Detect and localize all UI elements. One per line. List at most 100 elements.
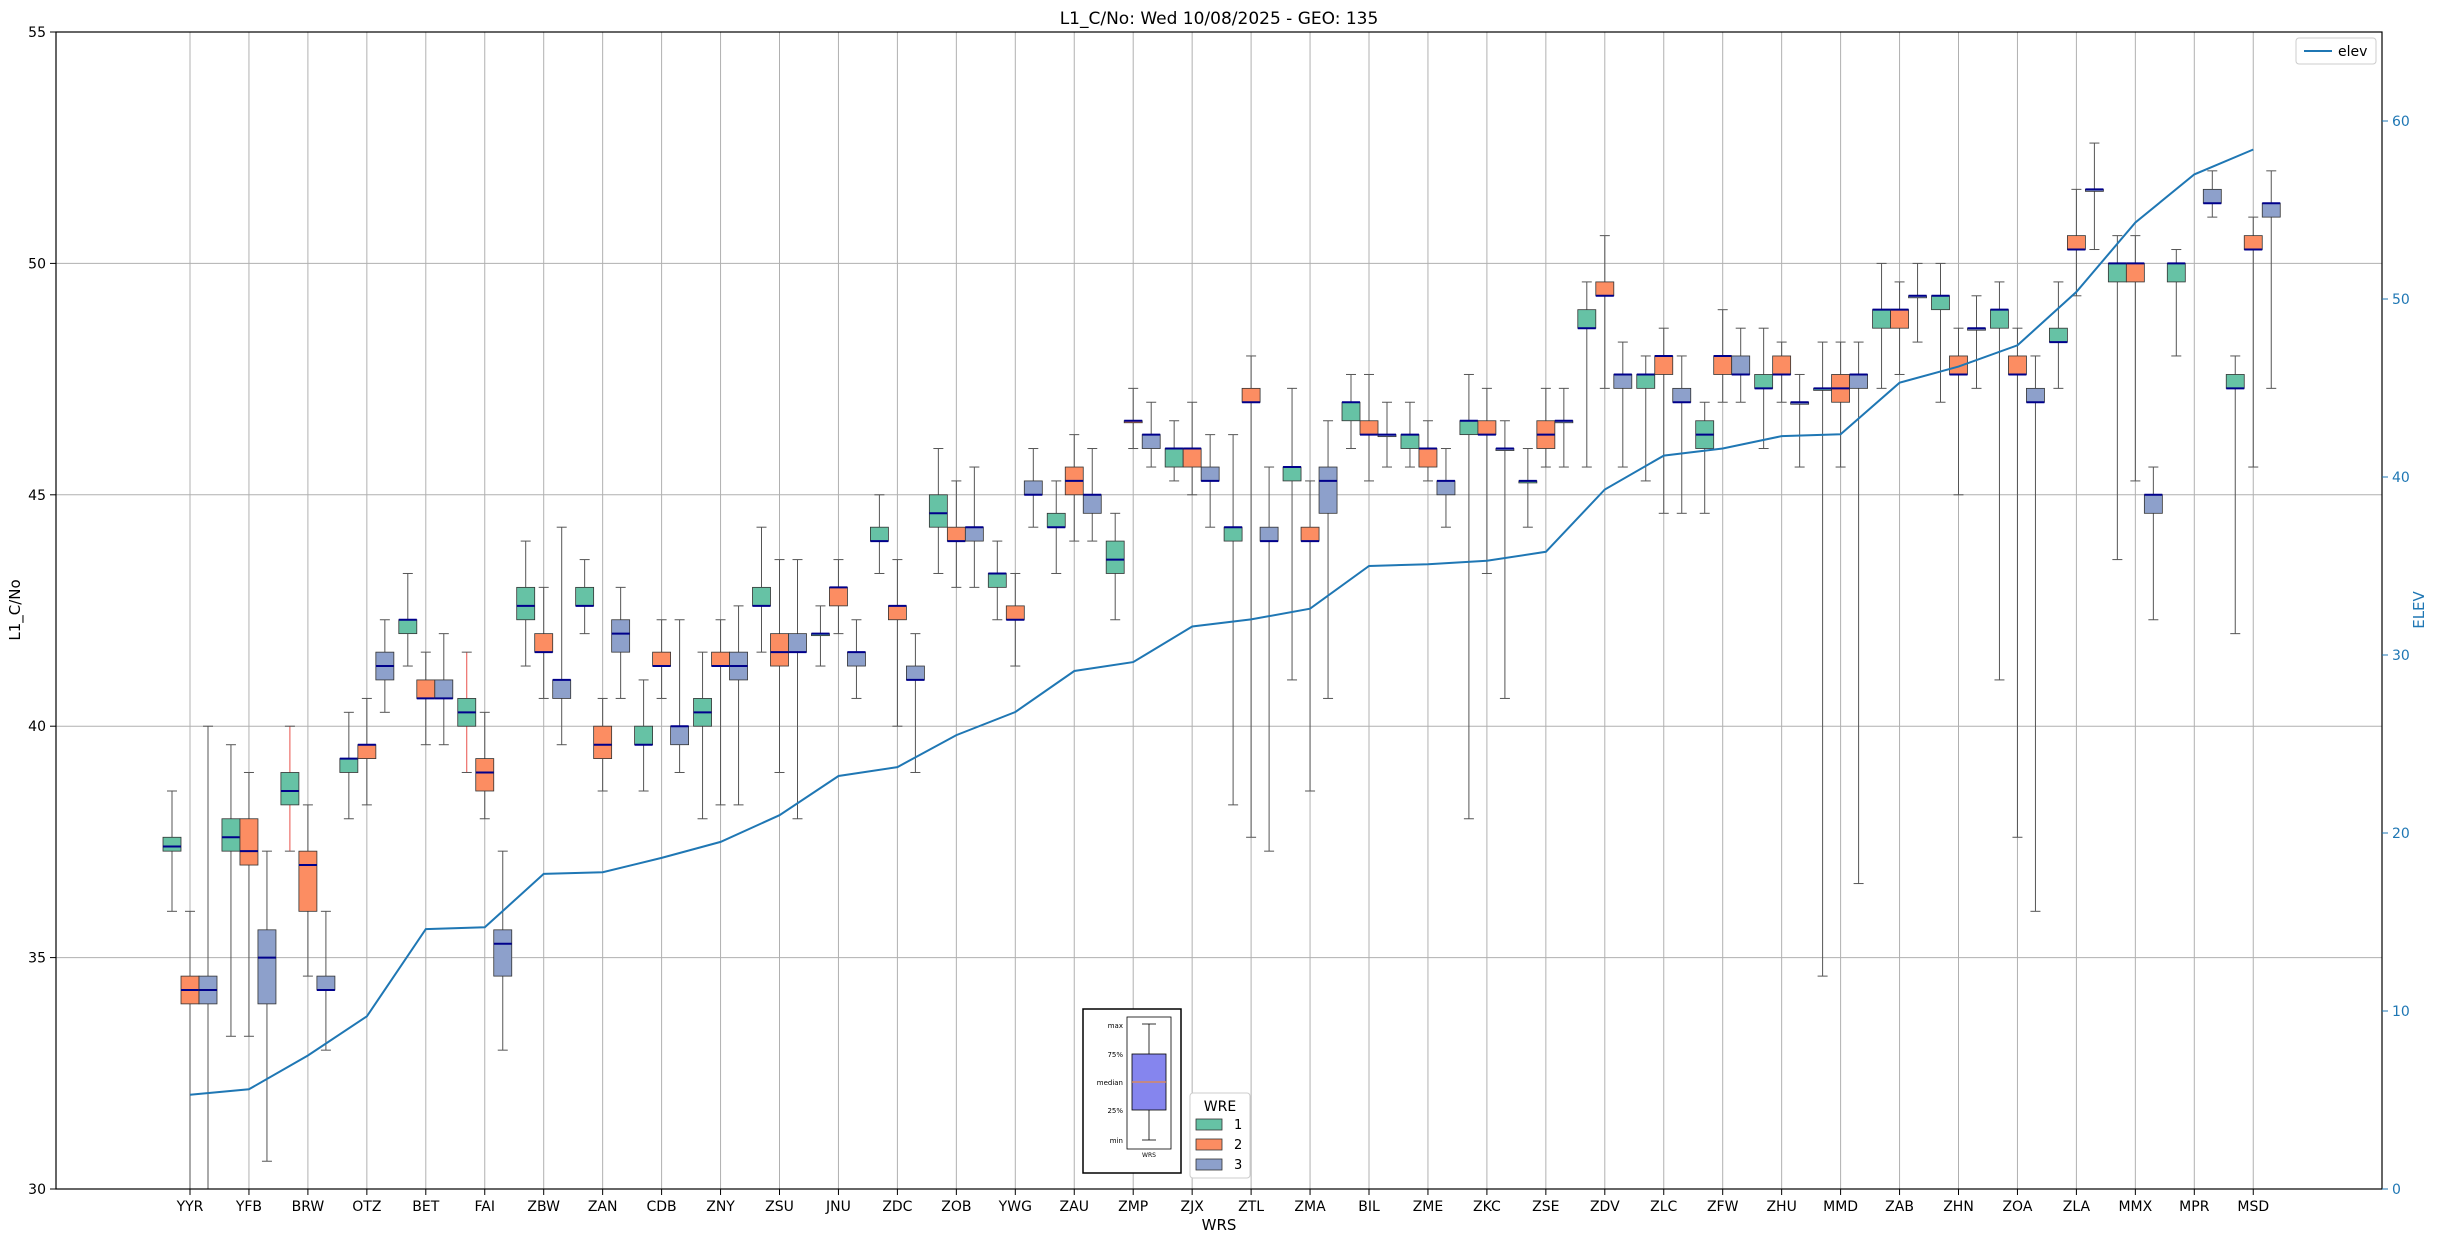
box-zdc-wre1 xyxy=(870,494,889,574)
box-iqr xyxy=(1241,387,1261,403)
elev-legend: elev xyxy=(2295,37,2377,65)
x-tick-label-zsu: ZSU xyxy=(765,1199,794,1215)
box-mmd-wre3 xyxy=(1849,341,1868,885)
box-bet-wre2 xyxy=(416,651,436,746)
box-iqr xyxy=(906,665,925,681)
box-zla-wre1 xyxy=(2048,281,2068,389)
box-zmp-wre2 xyxy=(1123,387,1143,450)
box-mpr-wre3 xyxy=(2202,170,2222,218)
box-zoa-wre3 xyxy=(2026,355,2045,912)
box-zoa-wre1 xyxy=(1990,281,2009,681)
box-zob-wre1 xyxy=(928,448,948,574)
box-mpr-wre1 xyxy=(2166,249,2186,357)
box-iqr xyxy=(1359,420,1379,436)
box-iqr xyxy=(2008,355,2027,375)
x-tick-label-zab: ZAB xyxy=(1885,1199,1914,1215)
box-iqr xyxy=(946,526,966,542)
box-iqr xyxy=(552,679,572,699)
x-tick-label-zlc: ZLC xyxy=(1650,1199,1677,1215)
box-iqr xyxy=(847,651,866,667)
box-bil-wre3 xyxy=(1377,401,1397,468)
elevation-series xyxy=(189,148,2254,1096)
box-iqr xyxy=(257,929,277,1005)
box-iqr xyxy=(1577,309,1597,329)
x-tick-label-otz: OTZ xyxy=(352,1199,381,1215)
y2-tick-label: 10 xyxy=(2392,1004,2410,1020)
box-zhn-wre1 xyxy=(1931,262,1950,403)
x-tick-label-zoa: ZOA xyxy=(2002,1199,2032,1215)
box-iqr xyxy=(1418,448,1438,468)
x-tick-label-fai: FAI xyxy=(475,1199,495,1215)
box-yyr-wre3 xyxy=(198,725,218,1189)
elev-line xyxy=(189,148,2254,1096)
box-zdv-wre3 xyxy=(1613,341,1633,468)
box-zhn-wre3 xyxy=(1967,295,1986,389)
box-otz-wre2 xyxy=(357,697,377,806)
box-iqr xyxy=(298,850,318,912)
box-zlc-wre2 xyxy=(1654,327,1674,514)
box-zmp-wre3 xyxy=(1141,401,1161,468)
x-tick-label-bet: BET xyxy=(412,1199,439,1215)
box-iqr xyxy=(1082,494,1102,514)
box-ztl-wre1 xyxy=(1223,434,1243,806)
box-iqr xyxy=(575,586,595,607)
box-zny-wre3 xyxy=(729,605,748,806)
box-mmd-wre1 xyxy=(1813,341,1832,977)
box-zma-wre2 xyxy=(1300,480,1320,792)
box-mmx-wre2 xyxy=(2125,235,2145,482)
inset-label-median: median xyxy=(1097,1079,1123,1087)
box-iqr xyxy=(1613,374,1633,389)
box-iqr xyxy=(1772,355,1792,375)
box-zme-wre3 xyxy=(1436,448,1456,528)
box-fai-wre2 xyxy=(475,711,495,820)
box-msd-wre1 xyxy=(2225,355,2245,635)
box-jnu-wre2 xyxy=(829,559,848,635)
x-tick-label-mmx: MMX xyxy=(2118,1199,2152,1215)
y2-tick-label: 50 xyxy=(2392,292,2410,308)
x-tick-label-jnu: JNU xyxy=(825,1199,851,1215)
wre-legend-label-1: 1 xyxy=(1234,1118,1242,1133)
box-iqr xyxy=(711,651,730,667)
wre-legend: WRE 1 2 3 xyxy=(1189,1092,1251,1179)
y-tick-label: 30 xyxy=(28,1182,46,1198)
inset-label-max: max xyxy=(1108,1022,1123,1030)
box-bet-wre3 xyxy=(434,633,454,746)
box-iqr xyxy=(1046,512,1066,528)
box-zdv-wre1 xyxy=(1577,281,1597,468)
box-iqr xyxy=(493,929,513,977)
box-iqr xyxy=(1654,355,1674,375)
box-iqr xyxy=(829,586,848,607)
x-tick-label-cdb: CDB xyxy=(647,1199,677,1215)
x-tick-label-zjx: ZJX xyxy=(1180,1199,1204,1215)
x-tick-label-zse: ZSE xyxy=(1532,1199,1559,1215)
box-cdb-wre1 xyxy=(634,679,653,792)
box-iqr xyxy=(752,586,771,607)
x-tick-label-zmp: ZMP xyxy=(1118,1199,1148,1215)
box-iqr xyxy=(1931,295,1950,311)
box-zkc-wre2 xyxy=(1477,387,1497,574)
box-ywg-wre1 xyxy=(987,540,1007,621)
y-tick-label: 55 xyxy=(28,25,46,41)
box-plots xyxy=(162,142,2281,1189)
box-zdv-wre2 xyxy=(1595,235,1615,389)
box-iqr xyxy=(1023,480,1043,496)
box-iqr xyxy=(2066,235,2086,250)
box-zob-wre3 xyxy=(964,466,984,588)
box-mmd-wre2 xyxy=(1831,341,1850,468)
wre-legend-swatch-2 xyxy=(1195,1138,1223,1151)
box-zau-wre1 xyxy=(1046,480,1066,574)
box-iqr xyxy=(280,772,300,806)
box-iqr xyxy=(2048,327,2068,343)
box-zjx-wre2 xyxy=(1182,401,1202,496)
box-zkc-wre3 xyxy=(1495,420,1515,699)
inset-diagram: max 75% median 25% min WRS xyxy=(1082,1008,1182,1174)
x-tick-label-zkc: ZKC xyxy=(1473,1199,1501,1215)
inset-label-25: 25% xyxy=(1107,1107,1123,1115)
box-zau-wre2 xyxy=(1064,434,1084,542)
box-yfb-wre2 xyxy=(239,771,259,1037)
box-iqr xyxy=(1105,540,1125,574)
box-zbw-wre2 xyxy=(534,586,554,699)
box-zoa-wre2 xyxy=(2008,327,2027,838)
wre-legend-label-3: 3 xyxy=(1234,1158,1242,1173)
